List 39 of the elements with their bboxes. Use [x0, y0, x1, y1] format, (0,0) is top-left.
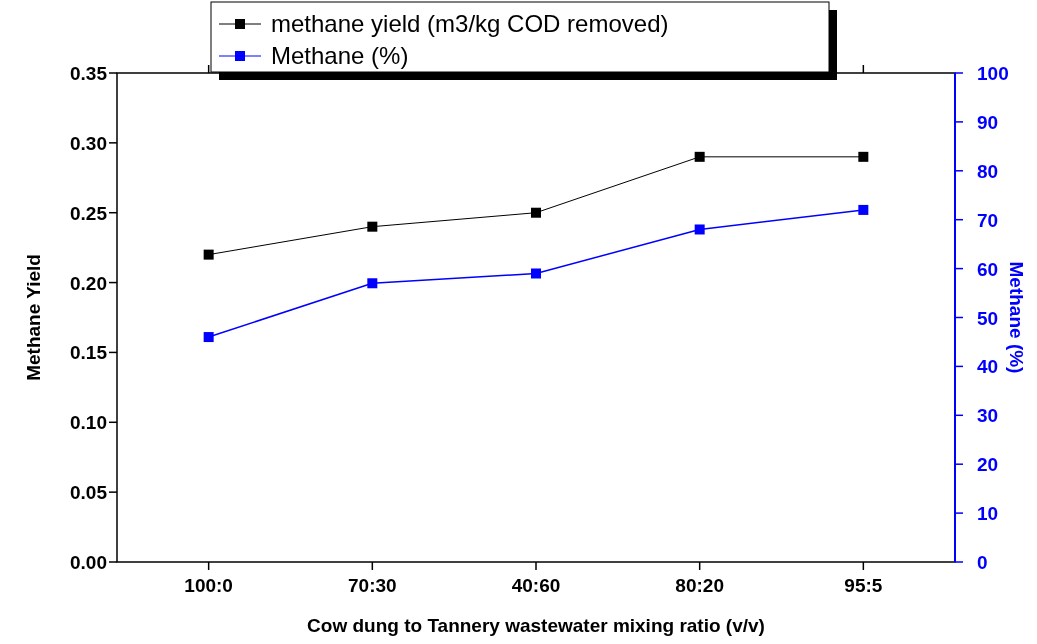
point [203, 332, 214, 343]
legend-label: Methane (%) [271, 42, 409, 69]
point [694, 151, 705, 162]
x-tick-label: 95:5 [844, 575, 883, 596]
x-tick-label: 40:60 [511, 575, 561, 596]
y2-tick-label: 60 [977, 258, 999, 280]
x-axis-title: Cow dung to Tannery wastewater mixing ratio (v/v) [307, 615, 765, 636]
legend-label: methane yield (m3/kg COD removed) [271, 10, 669, 37]
point [531, 268, 541, 279]
y2-tick-label: 40 [977, 356, 999, 378]
y-tick-label: 0.20 [70, 272, 107, 294]
y-tick-label: 0.15 [70, 342, 108, 364]
y-tick-label: 0.05 [70, 482, 108, 504]
x-tick-label: 80:20 [675, 575, 724, 596]
y2-tick-label: 10 [977, 503, 999, 525]
y-tick-label: 0.00 [70, 552, 107, 573]
y2-tick-label: 0 [977, 552, 988, 573]
y2-tick-label: 90 [977, 111, 999, 133]
x-tick-label: 100:0 [184, 575, 233, 596]
y-tick-label: 0.10 [70, 412, 107, 434]
y2-tick-label: 80 [977, 160, 999, 182]
x-tick-label: 70:30 [348, 575, 397, 596]
point [694, 224, 705, 235]
point [203, 249, 214, 260]
point [367, 221, 378, 232]
y2-tick-label: 30 [977, 405, 999, 427]
y-tick-label: 0.35 [70, 63, 108, 84]
y2-tick-label: 50 [977, 307, 999, 329]
point [367, 278, 378, 289]
y-tick-label: 0.25 [70, 202, 108, 224]
point [531, 207, 541, 218]
y2-tick-label: 20 [977, 454, 999, 476]
y2-axis-title: Methane (%) [1006, 261, 1027, 374]
y-axis-title: Methane Yield [23, 254, 44, 381]
point [858, 204, 869, 215]
y2-tick-label: 100 [977, 63, 1009, 84]
y2-tick-label: 70 [977, 209, 999, 231]
point [858, 151, 869, 162]
y-tick-label: 0.30 [70, 132, 107, 154]
